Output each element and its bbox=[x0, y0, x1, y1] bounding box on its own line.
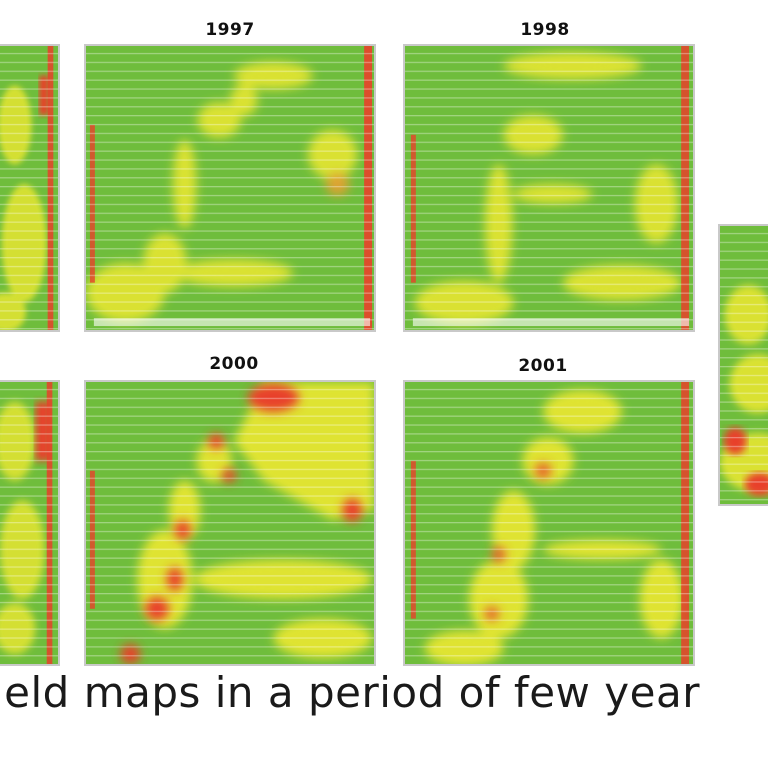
yield-map-2001 bbox=[403, 380, 695, 666]
yield-map-bottom-left-partial bbox=[0, 380, 60, 666]
yield-map-2000 bbox=[84, 380, 376, 666]
yield-map-graphic bbox=[0, 382, 58, 664]
year-label-2000: 2000 bbox=[209, 354, 259, 374]
yield-map-right-partial bbox=[718, 224, 768, 506]
yield-map-top-left-partial bbox=[0, 44, 60, 332]
yield-map-graphic bbox=[0, 46, 58, 330]
yield-map-graphic bbox=[405, 46, 693, 330]
yield-map-1998 bbox=[403, 44, 695, 332]
caption-text: ield maps in a period of few year bbox=[0, 668, 700, 717]
year-label-1997: 1997 bbox=[205, 20, 255, 40]
yield-map-graphic bbox=[86, 46, 374, 330]
yield-map-graphic bbox=[405, 382, 693, 664]
yield-map-graphic bbox=[86, 382, 374, 664]
yield-map-1997 bbox=[84, 44, 376, 332]
year-label-1998: 1998 bbox=[520, 20, 570, 40]
yield-map-graphic bbox=[720, 226, 768, 504]
year-label-2001: 2001 bbox=[518, 356, 568, 376]
